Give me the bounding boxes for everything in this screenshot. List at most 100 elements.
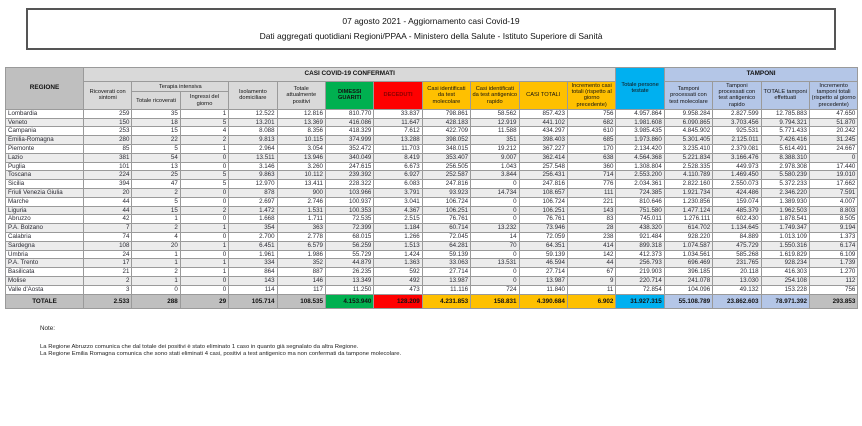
data-cell: 1 <box>179 240 230 251</box>
data-cell: 111 <box>566 187 617 198</box>
table-body: Lombardia 259 35 1 12.522 12.816 810.770 33.837… <box>5 108 859 309</box>
total-cell: 6.902 <box>566 293 617 309</box>
data-cell: 24 <box>82 249 133 260</box>
data-cell: 280 <box>82 135 133 145</box>
data-cell: 1.961 <box>228 249 278 260</box>
data-cell: 776 <box>566 179 617 189</box>
data-cell: 17.662 <box>808 179 859 189</box>
data-cell: 15 <box>131 205 181 216</box>
data-cell: 70 <box>470 240 520 251</box>
data-cell: 247.816 <box>421 179 472 189</box>
data-cell: 5 <box>131 144 181 154</box>
table-row: Molise 2 1 0 143 146 13.349 492 13.987 0 13.987 9 22… <box>5 275 859 286</box>
data-cell: 253 <box>82 126 133 137</box>
data-cell: 381 <box>82 152 133 163</box>
data-cell: 100.353 <box>324 205 375 216</box>
data-cell: 5 <box>179 179 230 189</box>
data-cell: 2.822.160 <box>663 179 714 189</box>
header-casi-antigenico: Casi identificati da test antigenico rap… <box>470 81 520 110</box>
region-name: Campania <box>5 126 84 137</box>
data-cell: 1.668 <box>228 214 278 225</box>
data-cell: 11.840 <box>518 284 568 295</box>
header-ti-totale: Totale ricoverati <box>131 91 181 110</box>
data-cell: 159.074 <box>712 196 762 207</box>
data-cell: 14 <box>470 231 520 242</box>
region-name: Valle d'Aosta <box>5 284 84 295</box>
data-cell: 367.227 <box>518 144 568 154</box>
region-name: Friuli Venezia Giulia <box>5 187 84 198</box>
data-cell: 31.245 <box>808 135 859 145</box>
data-cell: 51.870 <box>808 117 859 128</box>
table-row: Calabria 74 4 0 2.700 2.778 68.015 1.266 72.045 1… <box>5 231 859 242</box>
data-cell: 1 <box>179 144 230 154</box>
data-cell: 1 <box>131 249 181 260</box>
total-row: TOTALE 2.533 288 29 105.714 108.535 4.153.940 1… <box>5 293 859 309</box>
data-cell: 27.714 <box>421 267 472 277</box>
data-cell: 93.923 <box>421 187 472 198</box>
data-cell: 64.281 <box>421 240 472 251</box>
total-cell: 78.971.392 <box>760 293 810 309</box>
data-cell: 5.614.491 <box>760 144 810 154</box>
data-cell: 73.946 <box>518 223 568 233</box>
data-cell: 54 <box>131 152 181 163</box>
data-cell: 56.259 <box>324 240 375 251</box>
data-cell: 13 <box>131 161 181 172</box>
data-cell: 1.878.541 <box>760 214 810 225</box>
table-row: Lombardia 259 35 1 12.522 12.816 810.770 33.837… <box>5 108 859 119</box>
data-cell: 864 <box>228 267 278 277</box>
data-cell: 9.958.284 <box>663 108 714 119</box>
data-cell: 21 <box>82 267 133 277</box>
data-cell: 11.703 <box>373 144 423 154</box>
data-cell: 428.183 <box>421 117 472 128</box>
data-cell: 19.010 <box>808 170 859 181</box>
data-cell: 13.511 <box>228 152 278 163</box>
data-cell: 1.276.111 <box>663 214 714 225</box>
data-cell: 13.987 <box>518 275 568 286</box>
data-cell: 256.431 <box>518 170 568 181</box>
total-cell: 105.714 <box>228 293 278 309</box>
header-dimessi-guariti: DIMESSI GUARITI <box>324 81 375 110</box>
total-cell: 4.153.940 <box>324 293 375 309</box>
data-cell: 44.879 <box>324 258 375 269</box>
data-cell: 5.771.433 <box>760 126 810 137</box>
data-cell: 17 <box>82 258 133 269</box>
data-cell: 103.966 <box>324 187 375 198</box>
data-cell: 8.088 <box>228 126 278 137</box>
data-cell: 33.837 <box>373 108 423 119</box>
data-cell: 334 <box>228 258 278 269</box>
data-cell: 449.973 <box>712 161 762 172</box>
data-cell: 104.096 <box>663 284 714 295</box>
table-row: Basilicata 21 2 1 864 887 26.235 592 27.714 0 27.7… <box>5 267 859 277</box>
data-cell: 1.389.930 <box>760 196 810 207</box>
data-cell: 2.827.599 <box>712 108 762 119</box>
data-cell: 696.469 <box>663 258 714 269</box>
data-cell: 44 <box>82 196 133 207</box>
data-cell: 231.765 <box>712 258 762 269</box>
data-cell: 1.550.316 <box>760 240 810 251</box>
data-cell: 221 <box>566 196 617 207</box>
header-ricoverati: Ricoverati con sintomi <box>82 81 133 110</box>
data-cell: 362.414 <box>518 152 568 163</box>
data-cell: 438.320 <box>615 223 665 233</box>
data-cell: 5.372.233 <box>760 179 810 189</box>
data-cell: 348.015 <box>421 144 472 154</box>
data-cell: 422.709 <box>421 126 472 137</box>
data-cell: 685 <box>566 135 617 145</box>
data-cell: 170 <box>566 144 617 154</box>
data-cell: 6.673 <box>373 161 423 172</box>
data-cell: 76.761 <box>421 214 472 225</box>
total-cell: 158.831 <box>470 293 520 309</box>
data-cell: 67 <box>566 267 617 277</box>
data-cell: 585.268 <box>712 249 762 260</box>
total-cell: 4.390.684 <box>518 293 568 309</box>
data-cell: 0 <box>179 152 230 163</box>
data-cell: 0 <box>470 179 520 189</box>
data-cell: 13.232 <box>470 223 520 233</box>
data-cell: 59.139 <box>518 249 568 260</box>
data-cell: 6.174 <box>808 240 859 251</box>
data-cell: 0 <box>470 275 520 286</box>
data-cell: 20 <box>82 187 133 198</box>
data-cell: 1 <box>131 258 181 269</box>
data-cell: 42 <box>82 214 133 225</box>
total-cell: 2.533 <box>82 293 133 309</box>
